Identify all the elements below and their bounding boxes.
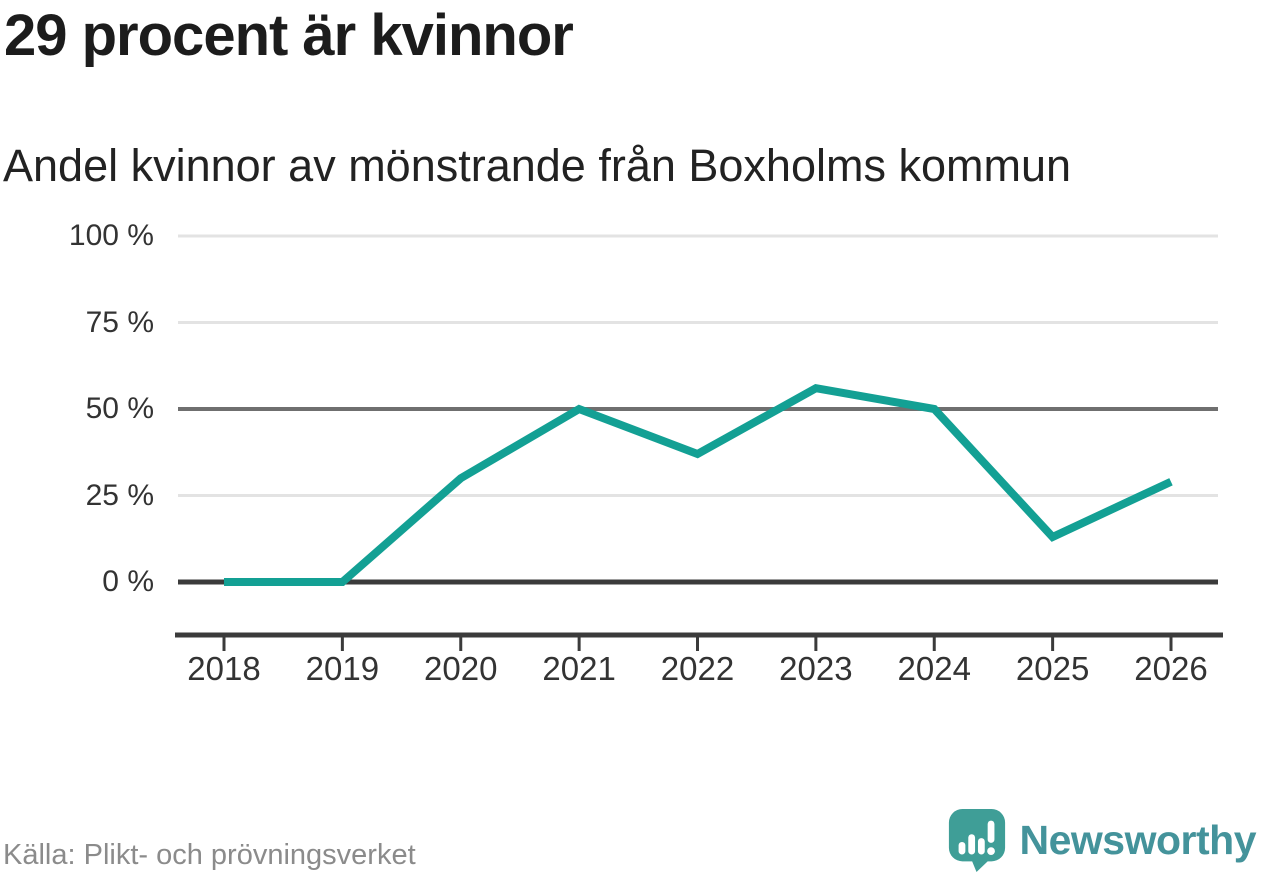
x-tick-label-2026: 2026 bbox=[1134, 650, 1208, 687]
y-tick-label-25: 25 % bbox=[85, 478, 154, 512]
x-tick-label-2021: 2021 bbox=[542, 650, 616, 687]
y-tick-label-0: 0 % bbox=[102, 565, 154, 598]
gridlines bbox=[178, 234, 1218, 585]
x-axis bbox=[175, 632, 1223, 651]
source-caption: Källa: Plikt- och prövningsverket bbox=[3, 839, 416, 871]
chart-title: 29 procent är kvinnor bbox=[4, 3, 574, 68]
bar-chart-speech-bubble-icon bbox=[948, 809, 1005, 872]
logo-wordmark: Newsworthy bbox=[1019, 816, 1257, 863]
x-tick-label-2025: 2025 bbox=[1015, 650, 1090, 687]
x-tick-label-2022: 2022 bbox=[660, 650, 735, 687]
y-tick-label-50: 50 % bbox=[85, 392, 154, 425]
x-tick-label-2020: 2020 bbox=[424, 650, 498, 687]
newsworthy-logo: Newsworthy bbox=[946, 808, 1257, 872]
x-tick-label-2018: 2018 bbox=[187, 650, 261, 687]
y-tick-label-100: 100 % bbox=[68, 219, 154, 252]
series-line bbox=[224, 384, 1173, 586]
data-line bbox=[224, 384, 1173, 586]
x-tick-label-2024: 2024 bbox=[897, 650, 971, 687]
y-tick-label-75: 75 % bbox=[85, 305, 154, 339]
x-tick-label-2019: 2019 bbox=[305, 650, 380, 687]
chart-subtitle: Andel kvinnor av mönstrande från Boxholm… bbox=[3, 140, 1072, 191]
x-tick-label-2023: 2023 bbox=[779, 650, 853, 687]
